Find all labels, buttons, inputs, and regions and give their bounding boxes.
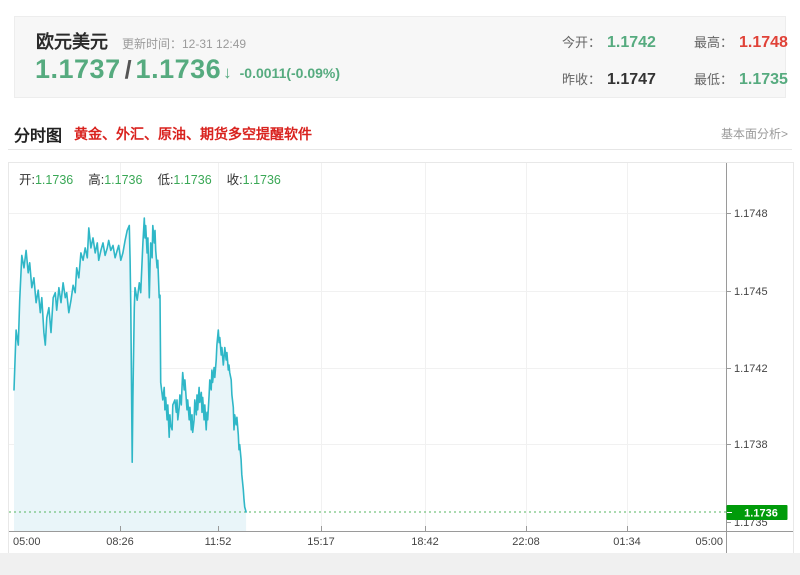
promo-link[interactable]: 黄金、外汇、原油、期货多空提醒软件 — [74, 125, 313, 142]
x-tick-marks — [120, 526, 628, 531]
legend-high: 高:1.1736 — [88, 173, 143, 187]
price-change: -0.0011(-0.09%) — [239, 65, 341, 81]
legend-open: 开:1.1736 — [19, 173, 74, 187]
ohlc-legend: 开:1.1736 高:1.1736 低:1.1736 收:1.1736 — [19, 169, 281, 188]
current-price-badge: 1.1736 — [726, 505, 788, 520]
intraday-chart: 开:1.1736 高:1.1736 低:1.1736 收:1.1736 — [8, 162, 794, 554]
price-separator: / — [124, 56, 132, 84]
y-tick-label: 1.1738 — [734, 439, 768, 451]
x-tick-label: 15:17 — [307, 536, 335, 548]
x-axis-labels: 05:00 08:26 11:52 15:17 18:42 22:08 01:3… — [13, 536, 723, 548]
quote-panel: 欧元美元 更新时间：12-31 12:49 1.1737 / 1.1736 ↓ … — [14, 16, 788, 98]
fundamental-analysis-link[interactable]: 基本面分析> — [720, 127, 788, 141]
x-tick-label: 01:34 — [613, 536, 641, 548]
y-tick-label: 1.1745 — [734, 286, 768, 298]
page-bottom-strip — [0, 553, 800, 575]
open-label: 今开： — [561, 35, 601, 50]
chart-tab-bar: 分时图 黄金、外汇、原油、期货多空提醒软件 基本面分析> — [8, 118, 792, 150]
chart-plot-area[interactable] — [9, 163, 726, 531]
prev-close-label: 昨收： — [561, 72, 601, 87]
legend-close: 收:1.1736 — [226, 173, 281, 187]
chart-canvas: 05:00 08:26 11:52 15:17 18:42 22:08 01:3… — [9, 163, 793, 553]
y-axis-labels: 1.1748 1.1745 1.1742 1.1738 1.1735 — [734, 208, 768, 529]
x-tick-label: 11:52 — [205, 536, 232, 548]
prev-close-value: 1.1747 — [607, 71, 656, 88]
high-value: 1.1748 — [739, 34, 788, 51]
price-line — [13, 217, 247, 513]
low-value: 1.1735 — [739, 71, 788, 88]
bid-price: 1.1737 — [35, 54, 121, 84]
open-value: 1.1742 — [607, 34, 656, 51]
current-price-value: 1.1736 — [744, 508, 778, 520]
y-tick-label: 1.1742 — [734, 363, 768, 375]
pair-name: 欧元美元 — [36, 32, 108, 52]
x-tick-label: 18:42 — [411, 536, 439, 548]
down-arrow-icon: ↓ — [223, 63, 232, 82]
x-tick-label: 05:00 — [695, 536, 723, 548]
pair-name-row: 欧元美元 更新时间：12-31 12:49 — [36, 28, 246, 54]
y-tick-label: 1.1748 — [734, 208, 768, 220]
x-tick-label: 08:26 — [106, 536, 134, 548]
y-tick-marks — [726, 213, 731, 523]
ask-price: 1.1736 — [135, 54, 222, 84]
x-tick-label: 05:00 — [13, 536, 41, 548]
tab-intraday-chart[interactable]: 分时图 — [14, 127, 63, 145]
price-row: 1.1737 / 1.1736 ↓ -0.0011(-0.09%) — [35, 54, 340, 85]
high-label: 最高： — [693, 35, 733, 50]
low-label: 最低： — [693, 72, 733, 87]
update-time: 更新时间：12-31 12:49 — [122, 37, 247, 51]
quote-stats: 今开： 1.1742 最高： 1.1748 昨收： 1.1747 最低： 1.1… — [553, 32, 800, 89]
x-tick-label: 22:08 — [512, 536, 540, 548]
axis-lines — [9, 163, 793, 553]
legend-low: 低:1.1736 — [157, 173, 212, 187]
